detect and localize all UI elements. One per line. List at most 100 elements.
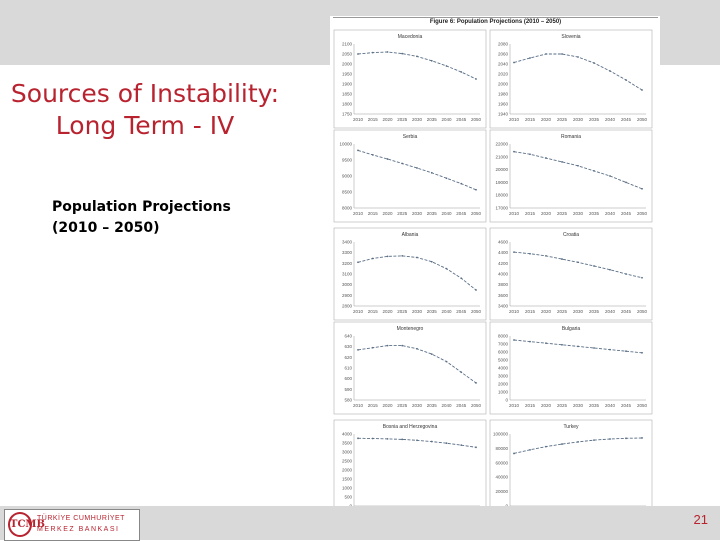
y-tick-label: 500 — [344, 495, 352, 500]
data-point — [357, 348, 359, 351]
y-tick-label: 80000 — [495, 446, 508, 451]
x-tick-label: 2015 — [368, 309, 379, 314]
data-point — [529, 57, 531, 59]
data-point — [609, 175, 611, 177]
x-tick-label: 2020 — [382, 117, 393, 122]
y-tick-label: 0 — [505, 398, 508, 403]
x-tick-label: 2020 — [382, 211, 393, 216]
y-tick-label: 630 — [344, 344, 352, 349]
data-point — [460, 182, 463, 185]
x-tick-label: 2030 — [412, 403, 423, 408]
y-tick-label: 3600 — [498, 293, 509, 298]
data-point — [371, 346, 374, 349]
chart-title: Montenegro — [397, 326, 424, 332]
x-tick-label: 2035 — [427, 117, 438, 122]
data-point — [609, 268, 611, 271]
y-tick-label: 4000 — [498, 272, 509, 277]
y-tick-label: 6000 — [498, 350, 509, 355]
data-point — [529, 448, 531, 451]
bank-logo: TCMB TÜRKİYE CUMHURİYET MERKEZ BANKASI — [4, 509, 140, 541]
data-point — [593, 439, 595, 442]
x-tick-label: 2025 — [397, 117, 408, 122]
x-tick-label: 2025 — [397, 211, 408, 216]
data-point — [357, 261, 359, 264]
x-tick-label: 2045 — [456, 309, 467, 314]
y-tick-label: 1800 — [342, 102, 353, 107]
data-point — [545, 157, 547, 159]
data-point — [625, 350, 627, 353]
x-tick-label: 2035 — [589, 211, 600, 216]
data-point — [577, 345, 579, 348]
y-tick-label: 4400 — [498, 250, 509, 255]
y-tick-label: 620 — [344, 355, 352, 360]
x-tick-label: 2015 — [368, 117, 379, 122]
data-point — [641, 89, 643, 91]
x-tick-label: 2030 — [573, 211, 584, 216]
data-point — [561, 343, 563, 346]
data-point — [460, 71, 463, 73]
data-point — [561, 443, 563, 445]
data-point — [401, 162, 404, 165]
y-tick-label: 1000 — [498, 390, 509, 395]
x-tick-label: 2015 — [525, 309, 536, 314]
data-point — [445, 442, 448, 445]
y-tick-label: 18000 — [495, 193, 508, 198]
chart-frame — [333, 419, 487, 521]
data-point — [445, 267, 448, 270]
data-point — [545, 342, 547, 345]
x-tick-label: 2010 — [509, 117, 520, 122]
x-tick-label: 2050 — [471, 309, 482, 314]
x-tick-label: 2035 — [427, 403, 438, 408]
data-point — [593, 62, 595, 64]
data-point — [416, 439, 418, 442]
x-tick-label: 2035 — [589, 309, 600, 314]
x-tick-label: 2020 — [541, 211, 552, 216]
y-tick-label: 20000 — [495, 489, 508, 494]
y-tick-label: 9000 — [342, 174, 353, 179]
y-tick-label: 590 — [344, 387, 352, 392]
bank-logo-icon: TCMB — [8, 512, 45, 537]
x-tick-label: 2010 — [509, 309, 520, 314]
chart-frame — [489, 321, 653, 415]
series-line — [357, 149, 477, 191]
x-tick-label: 2015 — [368, 403, 379, 408]
page-number: 21 — [693, 512, 708, 527]
data-point — [641, 351, 643, 354]
data-point — [475, 382, 477, 384]
y-tick-label: 2050 — [342, 52, 353, 57]
x-tick-label: 2020 — [541, 117, 552, 122]
data-point — [430, 260, 433, 263]
data-point — [593, 265, 595, 267]
data-point — [577, 164, 579, 167]
x-tick-label: 2040 — [441, 403, 452, 408]
y-tick-label: 40000 — [495, 475, 508, 480]
data-point — [416, 347, 418, 350]
chart-title: Turkey — [563, 424, 579, 430]
y-tick-label: 3500 — [342, 441, 353, 446]
y-tick-label: 22000 — [495, 142, 508, 147]
y-tick-label: 3100 — [342, 272, 353, 277]
x-tick-label: 2040 — [441, 117, 452, 122]
x-tick-label: 2035 — [427, 309, 438, 314]
chart-frame — [333, 129, 487, 223]
x-tick-label: 2025 — [557, 403, 568, 408]
slide-subtitle-line-1: Population Projections — [52, 199, 231, 215]
x-tick-label: 2015 — [525, 117, 536, 122]
chart-title: Romania — [561, 134, 581, 140]
y-tick-label: 2900 — [342, 293, 353, 298]
y-tick-label: 4000 — [342, 432, 353, 437]
x-tick-label: 2010 — [509, 403, 520, 408]
y-tick-label: 610 — [344, 366, 352, 371]
data-point — [577, 441, 579, 443]
chart-bulgaria: Bulgaria 8000 7000 6000 5000 4000 3000 2000 1000… — [489, 321, 653, 415]
x-tick-label: 2025 — [557, 309, 568, 314]
data-point — [371, 153, 374, 156]
data-point — [386, 344, 389, 347]
y-tick-label: 1940 — [498, 112, 509, 117]
data-point — [513, 452, 515, 455]
y-tick-label: 1900 — [342, 82, 353, 87]
chart-title: Bulgaria — [562, 326, 581, 332]
y-tick-label: 3200 — [342, 261, 353, 266]
data-point — [386, 158, 389, 160]
